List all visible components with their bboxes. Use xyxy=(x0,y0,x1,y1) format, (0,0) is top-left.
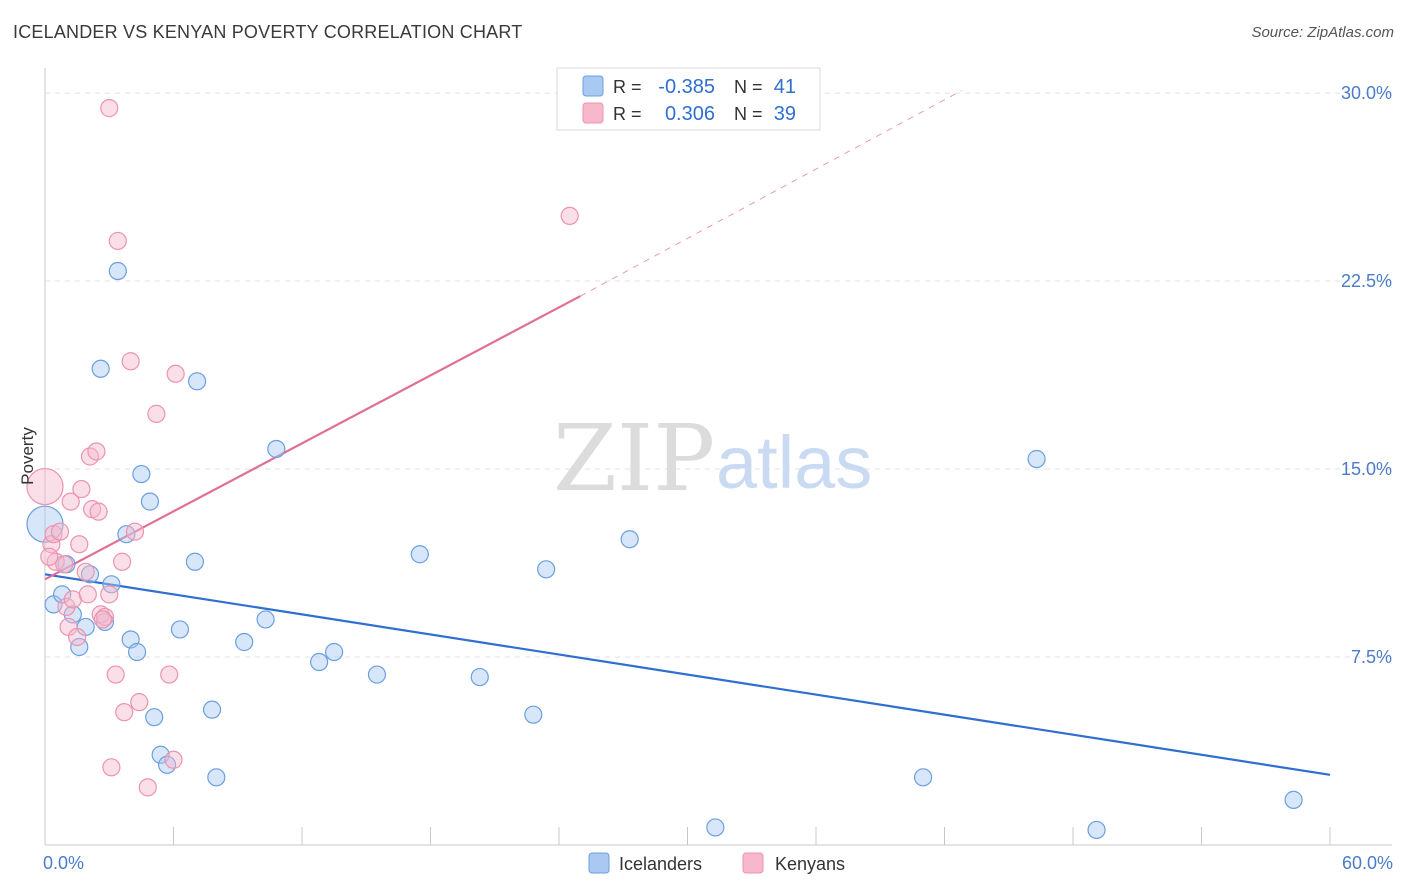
point-icelanders xyxy=(913,768,933,787)
point-icelanders xyxy=(1284,790,1303,809)
r-value-icelanders: -0.385 xyxy=(658,76,715,98)
n-value-icelanders: 41 xyxy=(774,76,796,98)
point-kenyans xyxy=(61,492,80,511)
point-icelanders xyxy=(267,439,286,459)
point-kenyans xyxy=(130,693,149,712)
point-kenyans xyxy=(125,522,145,541)
point-kenyans xyxy=(100,99,119,118)
watermark-atlas: atlas xyxy=(716,421,872,504)
point-icelanders xyxy=(170,620,190,639)
x-tick-label-min: 0.0% xyxy=(43,853,84,873)
point-kenyans xyxy=(160,665,179,684)
point-icelanders xyxy=(108,261,127,281)
point-icelanders xyxy=(325,642,344,662)
r-label-kenyans: R = xyxy=(613,104,642,124)
point-icelanders xyxy=(410,545,429,564)
r-label-icelanders: R = xyxy=(613,77,642,97)
legend-kenyans-swatch xyxy=(742,852,764,874)
point-icelanders xyxy=(1027,449,1046,469)
point-kenyans xyxy=(89,502,108,521)
point-icelanders xyxy=(187,372,207,391)
y-tick-label: 7.5% xyxy=(1351,647,1392,667)
point-icelanders xyxy=(127,642,147,662)
point-kenyans xyxy=(87,442,106,461)
point-icelanders xyxy=(91,359,110,378)
watermark-zip: ZIP xyxy=(553,405,715,512)
trend-line-icelanders xyxy=(44,573,1331,776)
point-kenyans xyxy=(70,535,89,554)
axes xyxy=(44,68,1392,846)
point-kenyans xyxy=(26,467,64,506)
point-icelanders xyxy=(470,667,489,687)
point-kenyans xyxy=(55,555,74,574)
kenyans-swatch xyxy=(582,102,604,124)
legend-icelanders-label: Icelanders xyxy=(619,854,702,874)
point-kenyans xyxy=(78,585,97,604)
point-kenyans xyxy=(93,610,112,629)
point-icelanders xyxy=(145,708,164,727)
point-kenyans xyxy=(138,778,157,797)
chart-title: ICELANDER VS KENYAN POVERTY CORRELATION … xyxy=(13,22,523,42)
point-kenyans xyxy=(121,352,140,371)
point-icelanders xyxy=(367,665,387,684)
point-icelanders xyxy=(706,818,725,837)
point-kenyans xyxy=(40,547,59,566)
point-kenyans xyxy=(115,703,134,722)
point-kenyans xyxy=(95,607,115,627)
point-kenyans xyxy=(102,758,121,777)
point-icelanders xyxy=(620,530,639,549)
source-label: Source: ZipAtlas.com xyxy=(1251,24,1394,41)
point-icelanders xyxy=(537,560,556,579)
point-kenyans xyxy=(106,665,125,684)
point-icelanders xyxy=(310,652,329,672)
x-tick-label-max: 60.0% xyxy=(1342,853,1393,873)
n-label-icelanders: N = xyxy=(734,77,763,97)
point-kenyans xyxy=(68,627,87,647)
tick-labels: 7.5% 15.0% 22.5% 30.0% 0.0% 60.0% xyxy=(43,83,1393,873)
point-kenyans xyxy=(166,364,185,383)
y-tick-label: 15.0% xyxy=(1341,459,1392,479)
point-icelanders xyxy=(524,705,543,724)
point-kenyans xyxy=(147,404,166,423)
grid-lines xyxy=(44,92,1392,845)
point-icelanders xyxy=(202,700,222,719)
r-value-kenyans: 0.306 xyxy=(665,103,715,125)
series-legend: Icelanders Kenyans xyxy=(588,852,845,874)
y-tick-label: 30.0% xyxy=(1341,83,1392,103)
n-label-kenyans: N = xyxy=(734,104,763,124)
point-kenyans xyxy=(72,479,91,499)
point-icelanders xyxy=(207,768,226,787)
y-axis-label: Poverty xyxy=(18,427,37,485)
legend-kenyans-label: Kenyans xyxy=(775,854,845,874)
point-icelanders xyxy=(256,610,275,629)
y-tick-label: 22.5% xyxy=(1341,271,1392,291)
legend-icelanders-swatch xyxy=(588,852,610,874)
watermark: ZIP atlas xyxy=(553,405,872,512)
point-icelanders xyxy=(185,552,205,571)
trend-line-extension-kenyans xyxy=(580,90,962,297)
point-kenyans xyxy=(76,562,95,581)
point-icelanders xyxy=(140,492,160,511)
point-kenyans xyxy=(560,206,579,225)
point-icelanders xyxy=(132,464,151,484)
point-kenyans xyxy=(112,552,132,571)
point-kenyans xyxy=(108,231,127,251)
point-icelanders xyxy=(235,632,254,652)
point-kenyans xyxy=(57,597,76,616)
point-kenyans xyxy=(50,522,70,541)
stats-legend: R = -0.385 N = 41 R = 0.306 N = 39 xyxy=(556,67,821,131)
point-kenyans xyxy=(164,750,183,769)
data-points xyxy=(26,99,1303,840)
point-icelanders xyxy=(1087,820,1106,840)
icelanders-swatch xyxy=(582,75,604,97)
n-value-kenyans: 39 xyxy=(774,103,796,125)
point-kenyans xyxy=(100,585,119,604)
